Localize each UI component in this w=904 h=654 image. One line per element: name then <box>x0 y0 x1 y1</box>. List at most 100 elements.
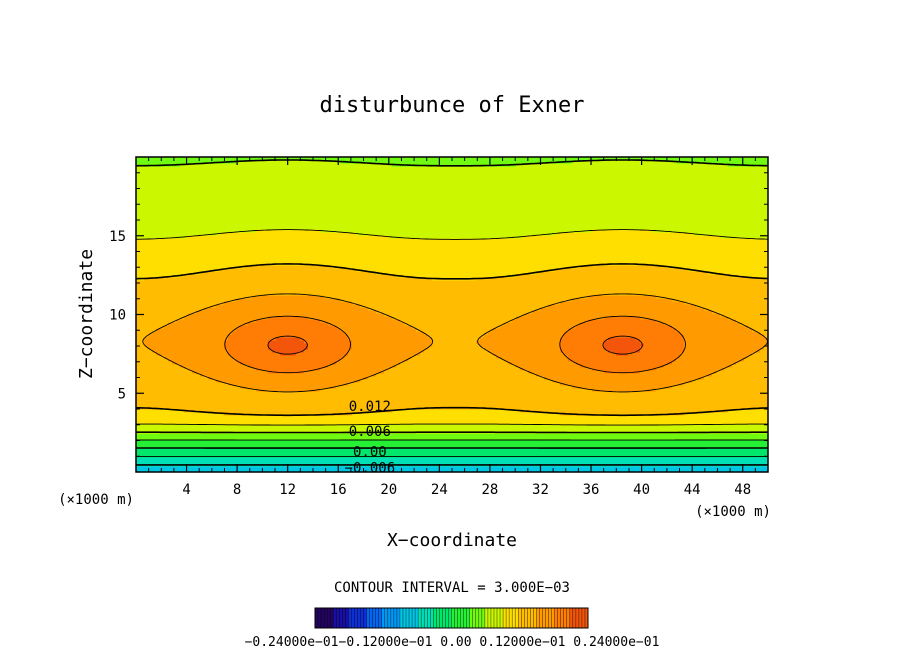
contour-cell <box>488 418 493 422</box>
contour-cell <box>324 388 329 392</box>
contour-cell <box>392 415 397 419</box>
contour-cell <box>504 412 509 416</box>
contour-cell <box>356 433 361 437</box>
contour-cell <box>156 391 161 395</box>
contour-cell <box>164 406 169 410</box>
contour-cell <box>420 400 425 404</box>
contour-cell <box>696 388 701 392</box>
contour-cell <box>244 445 249 449</box>
contour-cell <box>252 427 257 431</box>
contour-cell <box>724 451 729 455</box>
contour-cell <box>592 412 597 416</box>
contour-cell <box>412 400 417 404</box>
contour-cell <box>156 445 161 449</box>
contour-cell <box>436 436 441 440</box>
contour-cell <box>560 415 565 419</box>
contour-cell <box>648 397 653 401</box>
contour-cell <box>492 439 497 443</box>
contour-cell <box>712 397 717 401</box>
contour-cell <box>412 436 417 440</box>
contour-cell <box>572 394 577 398</box>
contour-cell <box>552 409 557 413</box>
contour-cell <box>316 433 321 437</box>
contour-cell <box>276 394 281 398</box>
contour-cell <box>424 382 429 386</box>
contour-cell <box>160 421 165 425</box>
contour-cell <box>248 424 253 428</box>
contour-cell <box>308 457 313 461</box>
contour-cell <box>316 406 321 410</box>
contour-cell <box>552 382 557 386</box>
contour-cell <box>556 415 561 419</box>
contour-cell <box>532 379 537 383</box>
contour-cell <box>220 391 225 395</box>
contour-cell <box>292 457 297 461</box>
contour-cell <box>400 403 405 407</box>
contour-cell <box>608 460 613 464</box>
contour-cell <box>660 442 665 446</box>
contour-cell <box>536 412 541 416</box>
contour-cell <box>664 421 669 425</box>
contour-cell <box>640 403 645 407</box>
contour-cell <box>464 400 469 404</box>
contour-cell <box>676 424 681 428</box>
contour-cell <box>432 391 437 395</box>
contour-cell <box>180 457 185 461</box>
contour-cell <box>272 418 277 422</box>
contour-cell <box>756 451 761 455</box>
contour-cell <box>700 457 705 461</box>
contour-cell <box>596 439 601 443</box>
contour-cell <box>612 445 617 449</box>
contour-cell <box>704 415 709 419</box>
contour-cell <box>720 391 725 395</box>
contour-cell <box>680 442 685 446</box>
contour-cell <box>328 460 333 464</box>
contour-cell <box>572 379 577 383</box>
contour-cell <box>440 376 445 380</box>
contour-cell <box>476 418 481 422</box>
contour-cell <box>328 433 333 437</box>
contour-cell <box>192 382 197 386</box>
contour-cell <box>752 454 757 458</box>
contour-cell <box>268 376 273 380</box>
contour-cell <box>608 445 613 449</box>
contour-cell <box>624 379 629 383</box>
contour-cell <box>664 427 669 431</box>
contour-cell <box>616 445 621 449</box>
contour-cell <box>388 457 393 461</box>
contour-cell <box>332 406 337 410</box>
contour-cell <box>704 451 709 455</box>
contour-cell <box>448 469 453 472</box>
contour-cell <box>444 409 449 413</box>
contour-cell <box>480 385 485 389</box>
contour-cell <box>620 409 625 413</box>
contour-cell <box>152 427 157 431</box>
contour-cell <box>284 451 289 455</box>
contour-cell <box>688 424 693 428</box>
contour-cell <box>468 439 473 443</box>
contour-cell <box>272 427 277 431</box>
contour-cell <box>520 412 525 416</box>
contour-cell <box>716 388 721 392</box>
contour-cell <box>736 466 741 470</box>
contour-cell <box>220 400 225 404</box>
contour-cell <box>356 376 361 380</box>
contour-cell <box>468 445 473 449</box>
contour-cell <box>496 406 501 410</box>
contour-cell <box>612 448 617 452</box>
contour-cell <box>732 409 737 413</box>
contour-cell <box>340 442 345 446</box>
contour-cell <box>488 403 493 407</box>
contour-cell <box>556 469 561 472</box>
contour-cell <box>548 403 553 407</box>
contour-cell <box>608 403 613 407</box>
contour-cell <box>248 376 253 380</box>
contour-cell <box>688 388 693 392</box>
contour-cell <box>600 415 605 419</box>
contour-cell <box>180 439 185 443</box>
contour-cell <box>264 388 269 392</box>
contour-cell <box>672 415 677 419</box>
contour-cell <box>216 382 221 386</box>
contour-cell <box>156 400 161 404</box>
contour-cell <box>436 427 441 431</box>
